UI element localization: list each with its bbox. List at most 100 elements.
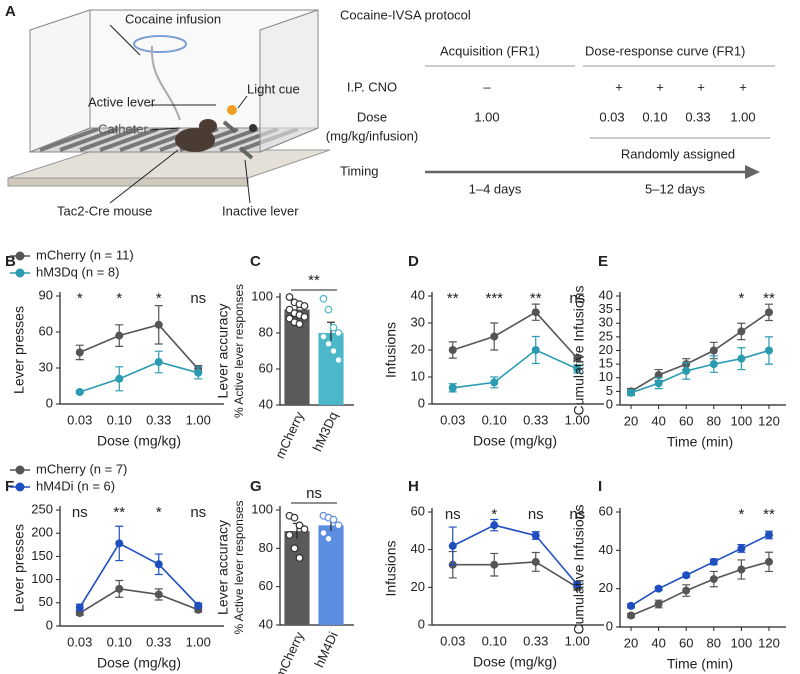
series-line bbox=[452, 311, 578, 359]
series-line bbox=[79, 323, 199, 370]
data-point bbox=[154, 320, 163, 329]
y-tick-label: 20 bbox=[411, 341, 425, 356]
cell: 0.10 bbox=[642, 109, 667, 124]
significance: ** bbox=[308, 272, 320, 289]
data-point bbox=[154, 590, 163, 599]
significance: ns bbox=[445, 506, 461, 523]
x-tick-label: 0.10 bbox=[482, 412, 507, 427]
cell: 1.00 bbox=[730, 109, 755, 124]
legend-marker bbox=[15, 482, 25, 492]
data-point bbox=[531, 346, 540, 354]
y-tick-label: 30 bbox=[599, 315, 613, 330]
data-point bbox=[737, 354, 746, 363]
x-tick-label: 0.03 bbox=[67, 634, 92, 649]
panel-letter: H bbox=[408, 478, 419, 495]
x-axis-label: Dose (mg/kg) bbox=[97, 433, 181, 449]
bar bbox=[284, 531, 310, 625]
x-axis-label: Time (min) bbox=[667, 434, 733, 450]
individual-point bbox=[285, 531, 294, 539]
series-line bbox=[452, 349, 578, 389]
data-point bbox=[682, 571, 691, 580]
arrow-head bbox=[745, 165, 760, 179]
individual-point bbox=[329, 515, 338, 524]
y-tick-label: 0 bbox=[46, 395, 53, 410]
y-axis-label: Lever accuracy bbox=[215, 304, 231, 399]
significance: * bbox=[491, 506, 497, 523]
y-tick-label: 250 bbox=[31, 501, 53, 516]
data-point bbox=[115, 539, 124, 548]
data-point bbox=[764, 531, 773, 539]
data-point bbox=[654, 584, 663, 593]
note: Randomly assigned bbox=[621, 146, 735, 161]
x-tick-label: 0.03 bbox=[67, 412, 92, 427]
x-tick-label: 1.00 bbox=[186, 634, 211, 649]
data-point bbox=[75, 603, 84, 612]
header: Dose-response curve (FR1) bbox=[585, 43, 745, 58]
y-tick-label: 40 bbox=[411, 287, 425, 302]
data-point bbox=[490, 521, 499, 530]
individual-point bbox=[295, 320, 304, 328]
x-tick-label: 0.10 bbox=[482, 633, 507, 648]
data-point bbox=[531, 557, 540, 566]
x-tick-label: 100 bbox=[731, 413, 753, 428]
label: Tac2-Cre mouse bbox=[57, 203, 152, 218]
significance: * bbox=[738, 506, 744, 523]
x-tick-label: 0.10 bbox=[107, 412, 132, 427]
cell: – bbox=[483, 79, 491, 94]
data-point bbox=[654, 371, 663, 380]
y-tick-label: 0 bbox=[418, 616, 425, 631]
data-point bbox=[709, 557, 718, 566]
data-point bbox=[764, 557, 773, 566]
legend-label: hM4Di (n = 6) bbox=[36, 478, 115, 493]
legend-label: hM3Dq (n = 8) bbox=[36, 264, 119, 279]
data-point bbox=[490, 560, 499, 569]
data-point bbox=[764, 346, 773, 355]
significance: ** bbox=[763, 506, 775, 523]
y-tick-label: 100 bbox=[31, 571, 53, 586]
x-tick-label: 80 bbox=[707, 635, 721, 650]
series-line bbox=[79, 542, 199, 608]
x-tick-label: 20 bbox=[624, 635, 638, 650]
y-axis-label: Cumulative Infusions bbox=[571, 505, 587, 635]
series-line bbox=[79, 361, 199, 393]
y-tick-label: 60 bbox=[259, 360, 273, 375]
y-tick-label: 60 bbox=[411, 503, 425, 518]
legend-marker bbox=[15, 465, 25, 475]
protocol-lines bbox=[425, 65, 775, 139]
individual-point bbox=[295, 521, 304, 530]
y-tick-label: 30 bbox=[39, 359, 53, 374]
data-point bbox=[627, 601, 636, 610]
x-axis-label: Dose (mg/kg) bbox=[473, 654, 557, 670]
label: Inactive lever bbox=[222, 203, 299, 218]
y-axis-label: Cumulative Infusions bbox=[571, 286, 587, 416]
data-point bbox=[448, 383, 457, 392]
y-tick-label: 90 bbox=[39, 287, 53, 302]
row-label: Dose bbox=[357, 109, 387, 124]
y-tick-label: 10 bbox=[411, 368, 425, 383]
individual-point bbox=[334, 356, 343, 364]
data-point bbox=[115, 374, 124, 383]
significance: * bbox=[738, 290, 744, 307]
panel-letter: C bbox=[250, 253, 261, 270]
x-tick-label: 1.00 bbox=[186, 412, 211, 427]
x-tick-label: 80 bbox=[707, 413, 721, 428]
individual-point bbox=[285, 293, 294, 301]
y-tick-label: 0 bbox=[606, 396, 613, 411]
panel-letter: F bbox=[5, 478, 14, 495]
y-tick-label: 40 bbox=[259, 396, 273, 411]
individual-point bbox=[324, 305, 333, 314]
data-point bbox=[573, 580, 582, 589]
x-tick-label: 1.00 bbox=[565, 633, 590, 648]
individual-point bbox=[300, 525, 309, 534]
significance: ns bbox=[190, 290, 206, 307]
data-point bbox=[531, 308, 540, 317]
x-axis-label: Time (min) bbox=[667, 656, 733, 672]
x-tick-label: 60 bbox=[679, 413, 693, 428]
y-tick-label: 0 bbox=[46, 617, 53, 632]
y-tick-label: 100 bbox=[251, 501, 273, 516]
cage-illustration bbox=[7, 9, 331, 204]
panel-letter: A bbox=[5, 3, 16, 20]
data-point bbox=[627, 611, 636, 620]
significance: ** bbox=[763, 290, 775, 307]
label: Cocaine infusion bbox=[125, 11, 221, 26]
